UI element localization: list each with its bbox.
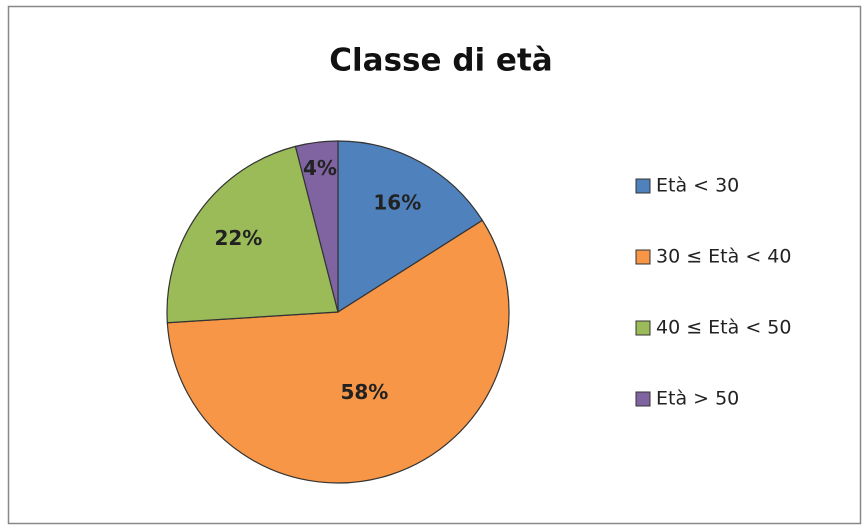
legend-label: Età < 30 [656, 175, 739, 197]
chart-title: Classe di età [329, 43, 552, 79]
pie-slice [294, 140, 339, 313]
data-label: 58% [340, 380, 388, 404]
legend-label: 40 ≤ Età < 50 [656, 317, 791, 339]
data-label: 4% [303, 156, 337, 180]
legend-swatch [635, 320, 651, 336]
legend-swatch [635, 391, 651, 407]
legend-label: 30 ≤ Età < 40 [656, 246, 791, 268]
legend-swatch [635, 249, 651, 265]
pie-slice [166, 145, 339, 324]
data-label: 22% [214, 226, 262, 250]
data-label: 16% [373, 191, 421, 215]
pie-slice [166, 219, 510, 484]
legend-label: Età > 50 [656, 388, 739, 410]
legend-swatch [635, 178, 651, 194]
pie-slice [337, 140, 484, 314]
